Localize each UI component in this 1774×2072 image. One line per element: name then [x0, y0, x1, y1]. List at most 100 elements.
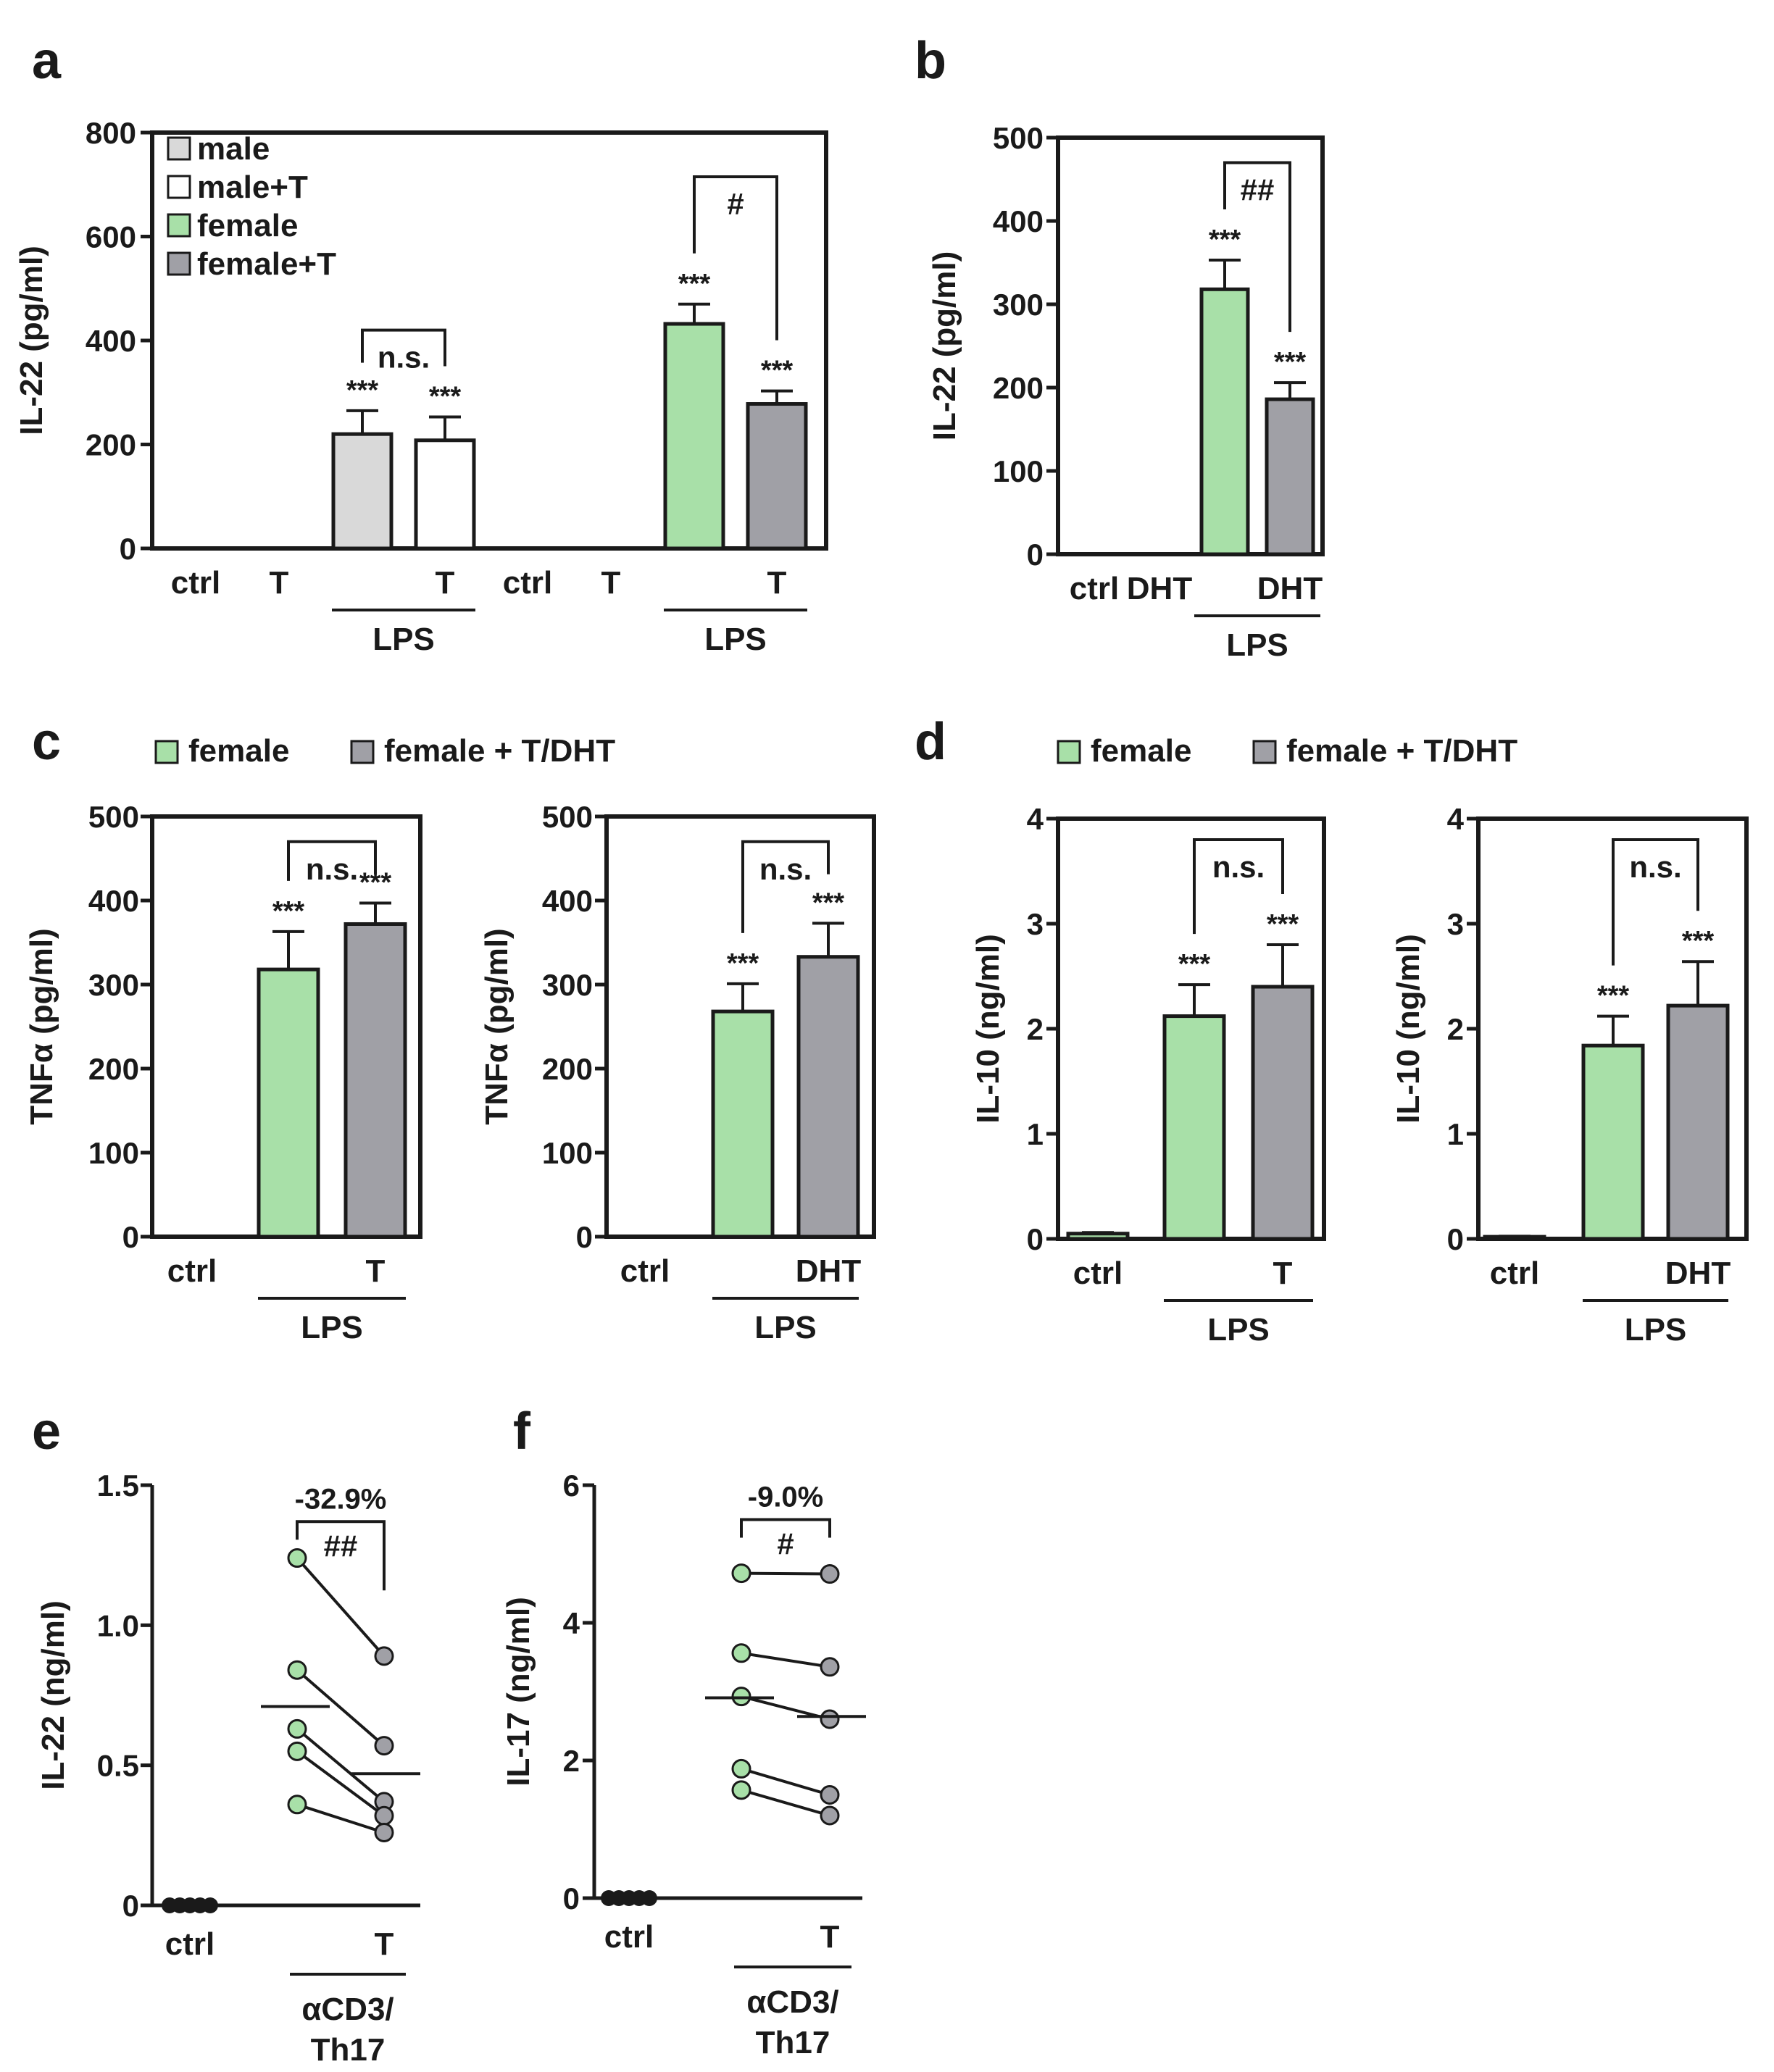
- bar-a-2: [331, 432, 393, 551]
- x-label-b: DHT: [1127, 571, 1193, 606]
- bracket-label-e: ##: [324, 1529, 358, 1563]
- pair-line-e: [296, 1557, 386, 1658]
- legend-swatch-a: [167, 175, 191, 199]
- bar-d1-0: [1066, 1232, 1130, 1241]
- significance-b: ***: [1274, 347, 1307, 377]
- point-lps-e: [287, 1795, 307, 1815]
- y-tick-label-d1: 1: [1027, 1117, 1044, 1151]
- bar-a-3: [414, 438, 476, 551]
- y-tick-label-c1: 100: [88, 1136, 139, 1170]
- bracket-label-c2: n.s.: [759, 852, 812, 886]
- legend-swatch-a: [167, 251, 191, 276]
- x-label-c1: ctrl: [167, 1253, 217, 1289]
- bar-d2-2: [1666, 1003, 1730, 1241]
- pair-line-e: [296, 1727, 386, 1803]
- group-label-f: αCD3/: [746, 1984, 838, 2020]
- significance-c2: ***: [812, 887, 845, 918]
- y-tick-label-d1: 3: [1027, 907, 1044, 941]
- y-tick-label-e: 0.5: [97, 1749, 139, 1783]
- y-axis-label-d2: IL-10 (ng/ml): [1391, 934, 1426, 1124]
- significance-d2: ***: [1597, 981, 1630, 1011]
- legend-label-c: female + T/DHT: [384, 733, 615, 769]
- bracket-a: [693, 175, 778, 341]
- point-lps-e: [287, 1660, 307, 1680]
- y-tick-label-d1: 2: [1027, 1012, 1044, 1046]
- x-label-d1: T: [1273, 1256, 1293, 1291]
- point-t-f: [820, 1805, 840, 1826]
- panel-letter-e: e: [32, 1403, 61, 1461]
- x-label-f: ctrl: [604, 1919, 654, 1955]
- group-label-d1: LPS: [1207, 1312, 1270, 1348]
- y-tick-label-c2: 0: [576, 1220, 593, 1254]
- y-tick-label-f: 6: [563, 1469, 580, 1503]
- y-tick-label-a: 800: [86, 116, 136, 150]
- significance-c2: ***: [727, 948, 759, 979]
- bracket-label-f: #: [777, 1527, 794, 1561]
- y-tick-label-a: 600: [86, 220, 136, 254]
- x-label-a: T: [270, 565, 289, 601]
- y-tick-label-c1: 0: [122, 1220, 139, 1254]
- legend-label-a: female+T: [197, 246, 336, 282]
- legend-swatch-a: [167, 136, 191, 161]
- y-tick-label-c2: 200: [542, 1052, 593, 1086]
- y-tick-label-f: 4: [563, 1606, 580, 1640]
- pair-line-e: [296, 1750, 386, 1817]
- legend-swatch-c: [350, 740, 375, 764]
- x-label-c1: T: [366, 1253, 386, 1289]
- chart-d2: 0 1 2 3 4 IL-10 (ng/ml) ctrl *** *** DHT LPS n.s.: [1391, 802, 1749, 1348]
- y-tick-label-d1: 0: [1027, 1222, 1044, 1256]
- bracket-label-a: #: [727, 187, 744, 221]
- point-lps-e: [287, 1741, 307, 1761]
- bar-d1-2: [1251, 985, 1315, 1241]
- significance-d1: ***: [1178, 949, 1211, 979]
- y-axis-label-d1: IL-10 (ng/ml): [970, 934, 1006, 1124]
- pair-line-f: [741, 1651, 830, 1668]
- percent-change-e: -32.9%: [295, 1483, 387, 1515]
- bracket-c2: [741, 840, 830, 933]
- bracket-label-d1: n.s.: [1212, 850, 1265, 884]
- ctrl-point-e: [202, 1897, 218, 1913]
- significance-a: ***: [678, 269, 711, 299]
- point-t-f: [820, 1709, 840, 1729]
- bracket-d1: [1193, 838, 1284, 935]
- bar-b-3: [1265, 397, 1315, 556]
- y-tick-label-c2: 300: [542, 968, 593, 1002]
- x-label-a: T: [767, 565, 787, 601]
- group-label-e: Th17: [311, 2032, 386, 2068]
- bracket-f: [740, 1518, 831, 1538]
- x-label-f: T: [820, 1919, 840, 1955]
- significance-a: ***: [761, 356, 794, 386]
- bracket-label-d2: n.s.: [1629, 850, 1681, 884]
- y-axis-label-f: IL-17 (ng/ml): [501, 1597, 536, 1787]
- legend-label-d: female + T/DHT: [1286, 733, 1517, 769]
- panel-letter-f: f: [513, 1403, 531, 1461]
- legend-d: female female + T/DHT: [1057, 733, 1517, 769]
- x-label-b: DHT: [1257, 571, 1323, 606]
- x-label-b: ctrl: [1070, 571, 1119, 606]
- y-axis-label-c1: TNFα (pg/ml): [24, 928, 59, 1124]
- percent-change-f: -9.0%: [748, 1482, 824, 1513]
- chart-a: a 0 200 400 600 800 IL-22 (pg/ml) ctrl T *** *** T c…: [14, 32, 828, 657]
- legend-swatch-a: [167, 213, 191, 238]
- legend-swatch-d: [1057, 740, 1081, 764]
- bar-c2-1: [711, 1009, 775, 1239]
- panel-letter-c1: c: [32, 713, 61, 771]
- point-lps-e: [287, 1548, 307, 1568]
- y-axis-label-e: IL-22 (ng/ml): [36, 1600, 71, 1790]
- y-tick-label-c1: 300: [88, 968, 139, 1002]
- x-label-c2: ctrl: [620, 1253, 670, 1289]
- bar-c2-2: [796, 955, 860, 1239]
- legend-swatch-d: [1252, 740, 1277, 764]
- y-tick-label-b: 0: [1027, 538, 1044, 572]
- bracket-a: [361, 328, 446, 367]
- point-t-f: [820, 1657, 840, 1677]
- x-label-a: T: [601, 565, 621, 601]
- y-tick-label-c1: 200: [88, 1052, 139, 1086]
- y-tick-label-f: 0: [563, 1881, 580, 1916]
- panel-letter-b: b: [915, 32, 946, 90]
- point-lps-f: [731, 1643, 751, 1663]
- y-tick-label-c1: 400: [88, 884, 139, 918]
